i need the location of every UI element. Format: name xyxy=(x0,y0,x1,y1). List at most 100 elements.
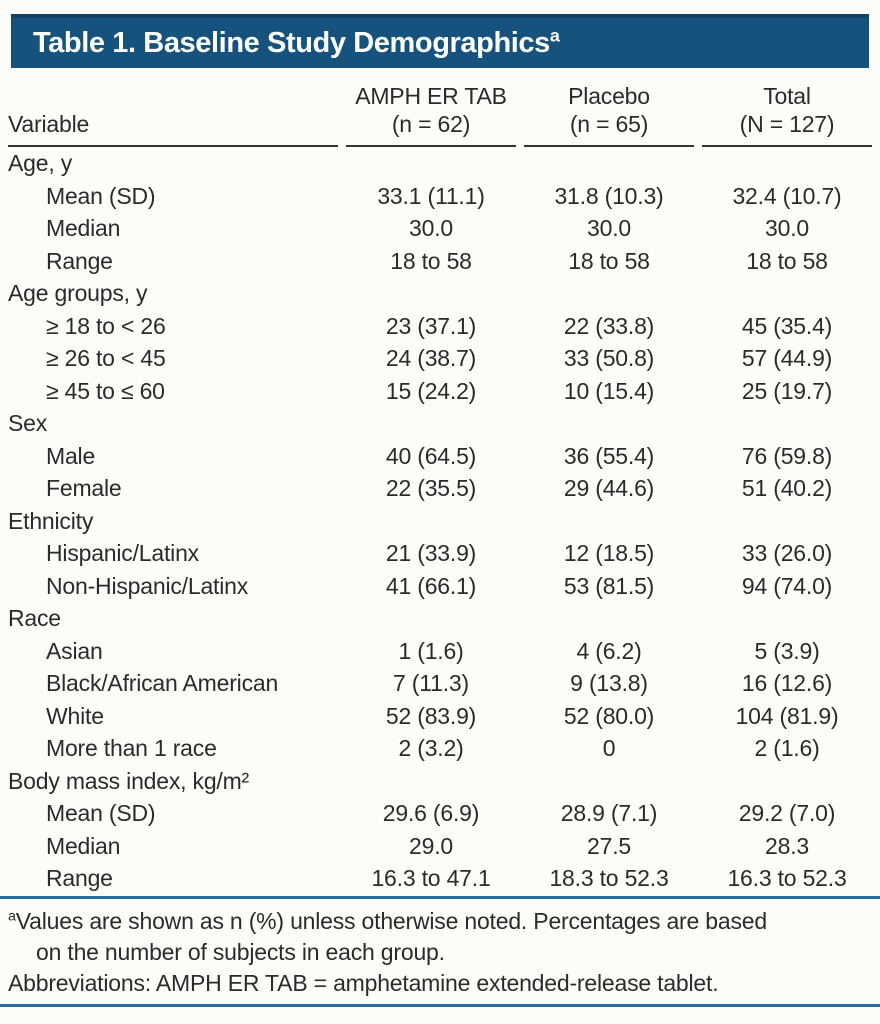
column-header-placebo: Placebo (n = 65) xyxy=(524,76,694,147)
cell-value: 32.4 (10.7) xyxy=(732,182,842,209)
cell-value xyxy=(702,277,872,310)
cell-value: 53 (81.5) xyxy=(563,572,655,599)
cell-value: 33 (26.0) xyxy=(741,540,833,566)
cell-value: 16 (12.6) xyxy=(741,670,833,696)
column-header-placebo-line1: Placebo xyxy=(568,83,650,109)
row-label: Range xyxy=(46,865,113,891)
table-title-text: Table 1. Baseline Study Demographics xyxy=(33,26,550,59)
cell-value xyxy=(346,765,516,798)
row-label: Age, y xyxy=(8,150,73,176)
table-row: Range 16.3 to 47.1 18.3 to 52.3 16.3 to 52.… xyxy=(8,862,872,895)
table-row: Male 40 (64.5) 36 (55.4) 76 (59.8) xyxy=(8,440,872,473)
cell-value: 18.3 to 52.3 xyxy=(549,865,669,891)
cell-value: 2 (1.6) xyxy=(754,735,820,761)
cell-value: 57 (44.9) xyxy=(741,345,833,371)
cell-value: 33.1 (11.1) xyxy=(377,182,485,209)
section-header-row: Age groups, y xyxy=(8,277,872,310)
cell-value: 23 (37.1) xyxy=(385,312,477,339)
cell-value: 52 (80.0) xyxy=(563,702,655,729)
column-header-variable-label: Variable xyxy=(8,111,90,137)
cell-value: 24 (38.7) xyxy=(385,345,477,371)
cell-value: 25 (19.7) xyxy=(741,377,833,404)
row-label: ≥ 26 to < 45 xyxy=(46,345,166,371)
section-header-row: Body mass index, kg/m² xyxy=(8,765,872,798)
row-label: Mean (SD) xyxy=(46,800,156,826)
cell-value xyxy=(702,505,872,538)
cell-value: 12 (18.5) xyxy=(563,540,655,566)
section-header-row: Age, y xyxy=(8,147,872,180)
cell-value: 45 (35.4) xyxy=(741,312,833,339)
column-header-amph-line1: AMPH ER TAB xyxy=(355,83,507,109)
row-label: Median xyxy=(46,215,121,241)
cell-value: 18 to 58 xyxy=(746,247,828,274)
cell-value: 21 (33.9) xyxy=(385,540,477,566)
footnote-values-line2: on the number of subjects in each group. xyxy=(36,938,445,965)
column-header-placebo-line2: (n = 65) xyxy=(569,111,649,137)
table-header: Variable AMPH ER TAB (n = 62) Placebo (n… xyxy=(8,76,872,147)
row-label: Asian xyxy=(46,637,103,664)
cell-value: 36 (55.4) xyxy=(563,442,655,469)
cell-value: 4 (6.2) xyxy=(576,637,642,664)
row-label: Body mass index, kg/m² xyxy=(8,767,250,794)
table-title-footnote-marker: a xyxy=(549,24,560,45)
table-row: White 52 (83.9) 52 (80.0) 104 (81.9) xyxy=(8,700,872,733)
cell-value: 16.3 to 52.3 xyxy=(727,865,847,891)
table-row: Median 30.0 30.0 30.0 xyxy=(8,212,872,245)
section-header-row: Sex xyxy=(8,407,872,440)
table-row: Range 18 to 58 18 to 58 18 to 58 xyxy=(8,245,872,278)
cell-value: 27.5 xyxy=(587,832,631,859)
row-label: ≥ 45 to ≤ 60 xyxy=(46,377,165,404)
table-title-banner: Table 1. Baseline Study Demographicsa xyxy=(11,14,869,68)
cell-value: 104 (81.9) xyxy=(735,702,839,729)
cell-value xyxy=(346,602,516,635)
row-label: Median xyxy=(46,832,121,859)
divider-rule-blue-top xyxy=(0,895,880,899)
cell-value: 29.0 xyxy=(409,832,453,859)
column-header-total: Total (N = 127) xyxy=(702,76,872,147)
cell-value: 16.3 to 47.1 xyxy=(371,865,491,891)
row-label: Range xyxy=(46,247,113,274)
table-row: Non-Hispanic/Latinx 41 (66.1) 53 (81.5) 94 … xyxy=(8,570,872,603)
cell-value: 30.0 xyxy=(765,215,809,241)
cell-value: 30.0 xyxy=(587,215,631,241)
cell-value: 18 to 58 xyxy=(568,247,650,274)
column-header-variable: Variable xyxy=(8,76,338,147)
row-label: White xyxy=(46,702,104,729)
column-header-amph-line2: (n = 62) xyxy=(391,111,471,137)
table-row: ≥ 45 to ≤ 60 15 (24.2) 10 (15.4) 25 (19.7) xyxy=(8,375,872,408)
row-label: Age groups, y xyxy=(8,280,148,306)
cell-value xyxy=(524,407,694,440)
cell-value xyxy=(346,505,516,538)
row-label: Ethnicity xyxy=(8,507,94,534)
table-row: Black/African American 7 (11.3) 9 (13.8) 16… xyxy=(8,667,872,700)
row-label: Female xyxy=(46,475,122,501)
cell-value: 41 (66.1) xyxy=(385,572,477,599)
row-label: ≥ 18 to < 26 xyxy=(46,312,166,339)
footnote-abbreviations: Abbreviations: AMPH ER TAB = amphetamine… xyxy=(8,969,719,996)
cell-value: 29.6 (6.9) xyxy=(382,800,480,826)
cell-value: 22 (33.8) xyxy=(563,312,655,339)
cell-value: 29.2 (7.0) xyxy=(738,800,836,826)
header-row: Variable AMPH ER TAB (n = 62) Placebo (n… xyxy=(8,76,872,147)
row-label: Hispanic/Latinx xyxy=(46,540,199,566)
cell-value xyxy=(346,407,516,440)
row-label: Black/African American xyxy=(46,670,279,696)
cell-value: 40 (64.5) xyxy=(385,442,477,469)
table-row: Mean (SD) 33.1 (11.1) 31.8 (10.3) 32.4 (10.… xyxy=(8,180,872,213)
cell-value: 7 (11.3) xyxy=(393,670,469,696)
table-title: Table 1. Baseline Study Demographicsa xyxy=(33,24,560,60)
row-label: Mean (SD) xyxy=(46,182,156,209)
section-header-row: Race xyxy=(8,602,872,635)
table-body: Age, y Mean (SD) 33.1 (11.1) 31.8 (10.3) 32.… xyxy=(8,147,872,895)
section-header-row: Ethnicity xyxy=(8,505,872,538)
table-row: Asian 1 (1.6) 4 (6.2) 5 (3.9) xyxy=(8,635,872,668)
cell-value xyxy=(524,505,694,538)
table-row: Female 22 (35.5) 29 (44.6) 51 (40.2) xyxy=(8,472,872,505)
cell-value: 2 (3.2) xyxy=(398,735,464,761)
row-label: Non-Hispanic/Latinx xyxy=(46,572,249,599)
cell-value xyxy=(346,147,516,180)
cell-value xyxy=(702,765,872,798)
cell-value xyxy=(524,277,694,310)
cell-value xyxy=(702,407,872,440)
table-row: More than 1 race 2 (3.2) 0 2 (1.6) xyxy=(8,732,872,765)
